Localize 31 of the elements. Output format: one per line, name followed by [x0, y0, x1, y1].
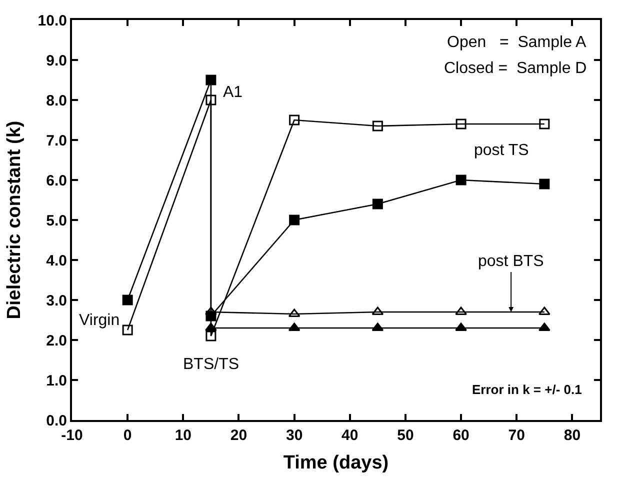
annotation: post TS: [474, 142, 529, 159]
x-tick-label: 60: [452, 427, 470, 444]
x-tick-label: 80: [564, 427, 581, 444]
y-tick-label: 0.0: [46, 412, 67, 430]
x-tick-label: -10: [61, 427, 83, 444]
x-tick-label: 0: [123, 427, 132, 444]
y-tick-label: 3.0: [46, 292, 67, 310]
x-tick-label: 50: [397, 427, 414, 444]
y-tick-label: 10.0: [38, 12, 67, 30]
y-tick-label: 4.0: [46, 252, 67, 270]
y-tick-label: 9.0: [46, 52, 67, 70]
x-tick-label: 70: [508, 427, 525, 444]
annotation: A1: [223, 84, 243, 101]
y-tick-label: 2.0: [46, 332, 67, 350]
y-tick-label: 1.0: [46, 372, 67, 390]
annotation: post BTS: [478, 253, 544, 270]
y-axis-title: Dielectric constant (k): [4, 120, 26, 320]
x-tick-label: 10: [174, 427, 192, 444]
annotation: Virgin: [79, 312, 120, 329]
annotation: Open = Sample A: [447, 34, 587, 51]
y-tick-label: 7.0: [46, 132, 67, 150]
x-axis-title: Time (days): [283, 452, 389, 474]
x-tick-label: 40: [342, 427, 358, 444]
annotation: Error in k = +/- 0.1: [472, 382, 582, 397]
y-tick-label: 6.0: [46, 172, 67, 190]
x-tick-label: 20: [230, 427, 248, 444]
y-tick-label: 8.0: [46, 92, 67, 110]
x-tick-label: 30: [286, 427, 303, 444]
annotation: BTS/TS: [183, 356, 240, 373]
annotation: Closed = Sample D: [444, 60, 587, 77]
y-tick-label: 5.0: [46, 212, 67, 230]
